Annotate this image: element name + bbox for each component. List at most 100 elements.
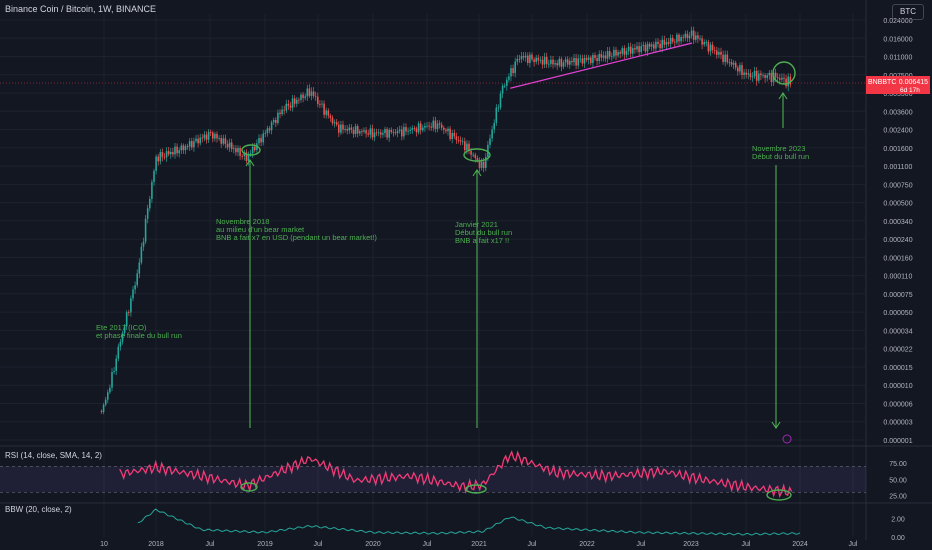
chart-title: Binance Coin / Bitcoin, 1W, BINANCE (5, 4, 157, 14)
candle-body (417, 123, 420, 133)
candle-body (361, 131, 363, 133)
candle-body (703, 42, 705, 45)
candle-body (323, 103, 325, 115)
price-tick-label: 0.003600 (883, 109, 912, 116)
candle-body (426, 125, 428, 127)
annotation-arrows (245, 92, 788, 429)
candle-body (287, 103, 290, 106)
candle-body (275, 119, 277, 123)
candle-body (642, 44, 645, 47)
candle-body (117, 346, 120, 359)
price-tick-label: 0.000340 (883, 219, 912, 226)
candle-body (302, 94, 304, 98)
candle-body (220, 138, 222, 144)
candle-body (212, 132, 214, 139)
candle-body (245, 152, 248, 161)
candle-body (310, 91, 313, 96)
candle-body (306, 88, 309, 97)
candle-body (485, 156, 487, 168)
annotation-text: Janvier 2021 Début du bull run BNB a fait … (455, 220, 512, 245)
candle-body (258, 138, 260, 144)
annotation-line: BNB a fait x7 en USD (pendant un bear ma… (216, 233, 377, 242)
candle-body (655, 41, 657, 49)
candle-body (739, 65, 741, 72)
candle-body (741, 65, 743, 75)
time-tick-label: 2022 (579, 541, 595, 548)
candle-body (730, 62, 733, 65)
candle-body (447, 128, 449, 132)
candle-body (436, 123, 439, 129)
candle-body (270, 122, 273, 131)
candle-body (522, 56, 525, 58)
candle-body (434, 120, 437, 129)
candle-body (776, 77, 779, 79)
rsi-tick-label: 25.00 (889, 494, 907, 501)
arrow-head (472, 169, 482, 177)
candle-body (692, 30, 695, 40)
candle-body (178, 150, 180, 154)
candle-body (340, 124, 342, 133)
candle-body (333, 122, 336, 124)
candle-body (352, 129, 355, 135)
candle-body (216, 133, 218, 139)
candle-body (377, 132, 380, 134)
candle-body (478, 160, 481, 168)
candle-body (613, 49, 615, 57)
candle-body (705, 41, 708, 43)
candle-body (743, 72, 745, 75)
candle-body (159, 152, 162, 162)
candle-body (684, 33, 687, 38)
time-tick-label: 2020 (365, 541, 381, 548)
candle-body (249, 153, 252, 155)
candle-body (596, 57, 598, 61)
candle-body (625, 51, 628, 55)
candle-body (119, 341, 122, 347)
candle-body (558, 58, 561, 66)
candle-body (195, 138, 197, 142)
candle-body (214, 133, 216, 139)
candle-body (516, 58, 519, 62)
candle-body (497, 107, 500, 109)
candle-body (111, 372, 113, 388)
candle-body (241, 155, 243, 157)
candle-body (665, 42, 668, 45)
candle-body (422, 127, 424, 131)
candle-body (142, 241, 145, 247)
candle-body (102, 404, 105, 412)
candle-body (113, 370, 115, 373)
candle-body (382, 133, 384, 135)
time-tick-label: 2018 (148, 541, 164, 548)
candle-body (115, 358, 117, 371)
candle-body (136, 273, 138, 286)
candle-body (254, 146, 256, 151)
currency-button[interactable]: BTC (892, 4, 924, 20)
candle-body (453, 132, 456, 137)
candle-body (539, 59, 542, 61)
candle-body (602, 55, 605, 58)
candle-body (611, 56, 613, 58)
candle-body (193, 141, 195, 148)
rsi-highlight-ellipse (465, 484, 487, 494)
candle-body (634, 48, 636, 50)
rsi-label: RSI (14, close, SMA, 14, 2) (5, 451, 102, 460)
candle-body (346, 129, 348, 131)
candle-body (365, 130, 367, 134)
candle-body (606, 51, 609, 59)
event-marker (782, 434, 792, 444)
candle-body (711, 44, 714, 50)
candle-body (321, 103, 323, 105)
candle-body (428, 125, 430, 127)
candle-body (760, 73, 762, 76)
candle-body (388, 129, 390, 138)
candle-body (191, 141, 193, 148)
candle-body (661, 39, 663, 49)
candle-body (680, 37, 682, 42)
candle-body (443, 127, 445, 130)
candle-body (380, 132, 382, 135)
candle-body (537, 57, 540, 61)
candle-body (489, 138, 491, 145)
candle-body (753, 70, 756, 77)
candle-body (585, 57, 588, 60)
candle-body (251, 146, 254, 154)
